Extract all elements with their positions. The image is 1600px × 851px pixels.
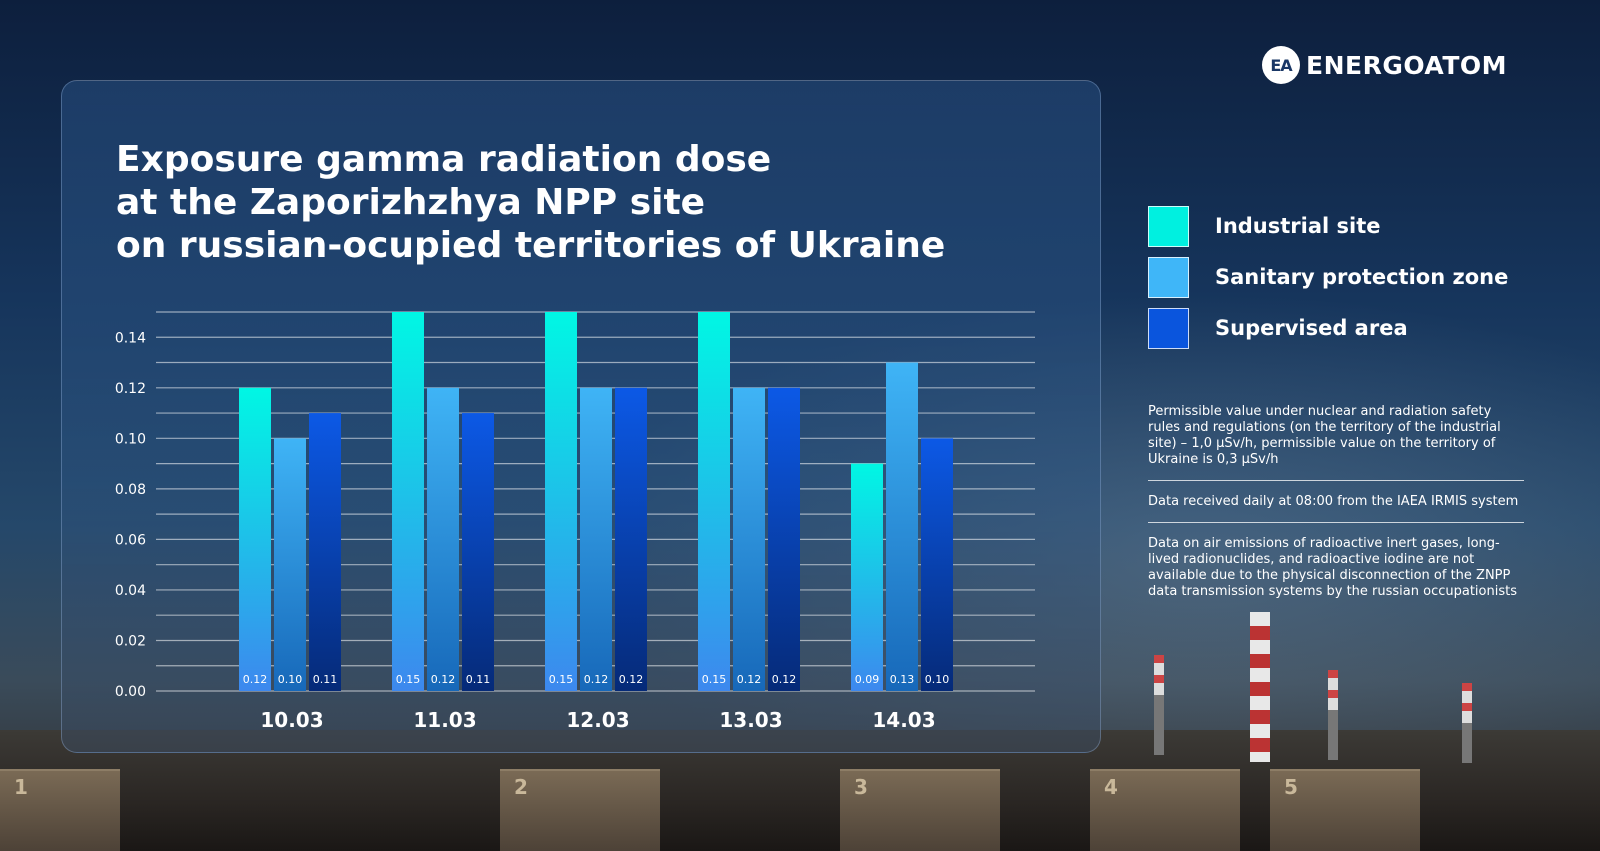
bar-value-label: 0.10 — [278, 673, 303, 686]
legend-label: Sanitary protection zone — [1215, 265, 1508, 289]
bar — [615, 388, 647, 691]
bar — [274, 438, 306, 691]
legend-swatch — [1148, 308, 1189, 349]
chart-legend: Industrial site Sanitary protection zone… — [1148, 204, 1508, 357]
x-category-label: 12.03 — [566, 708, 629, 732]
bar-value-label: 0.09 — [855, 673, 880, 686]
legend-label: Supervised area — [1215, 316, 1408, 340]
x-category-label: 11.03 — [413, 708, 476, 732]
y-tick-label: 0.00 — [115, 684, 146, 700]
bar — [733, 388, 765, 691]
legend-item-sanitary-protection-zone: Sanitary protection zone — [1148, 255, 1508, 299]
bar — [851, 464, 883, 691]
bar-value-label: 0.15 — [702, 673, 727, 686]
bar-value-label: 0.11 — [466, 673, 491, 686]
bar-value-label: 0.12 — [243, 673, 268, 686]
bar-value-label: 0.12 — [772, 673, 797, 686]
bar — [921, 438, 953, 691]
bar-value-label: 0.10 — [925, 673, 950, 686]
bar — [462, 413, 494, 691]
legend-swatch — [1148, 206, 1189, 247]
bar — [545, 312, 577, 691]
bar-value-label: 0.12 — [584, 673, 609, 686]
bar — [239, 388, 271, 691]
bar-value-label: 0.15 — [549, 673, 574, 686]
x-category-label: 10.03 — [260, 708, 323, 732]
bar — [427, 388, 459, 691]
note-air-emissions: Data on air emissions of radioactive ine… — [1148, 536, 1524, 612]
legend-label: Industrial site — [1215, 214, 1381, 238]
bar — [309, 413, 341, 691]
bar-value-label: 0.11 — [313, 673, 338, 686]
bar — [698, 312, 730, 691]
y-tick-label: 0.08 — [115, 482, 146, 498]
y-tick-label: 0.06 — [115, 532, 146, 548]
y-tick-label: 0.10 — [115, 431, 146, 447]
note-permissible-values: Permissible value under nuclear and radi… — [1148, 404, 1524, 481]
y-tick-label: 0.14 — [115, 330, 146, 346]
legend-item-supervised-area: Supervised area — [1148, 306, 1508, 350]
x-category-label: 13.03 — [719, 708, 782, 732]
y-tick-label: 0.04 — [115, 583, 146, 599]
bar-value-label: 0.12 — [737, 673, 762, 686]
bar — [392, 312, 424, 691]
bar-value-label: 0.12 — [431, 673, 456, 686]
bar-value-label: 0.12 — [619, 673, 644, 686]
bar — [580, 388, 612, 691]
bar-value-label: 0.13 — [890, 673, 915, 686]
notes-panel: Permissible value under nuclear and radi… — [1148, 404, 1524, 625]
bar-value-label: 0.15 — [396, 673, 421, 686]
note-data-source: Data received daily at 08:00 from the IA… — [1148, 494, 1524, 523]
legend-swatch — [1148, 257, 1189, 298]
bar — [886, 363, 918, 691]
x-category-label: 14.03 — [872, 708, 935, 732]
y-tick-label: 0.02 — [115, 633, 146, 649]
y-tick-label: 0.12 — [115, 381, 146, 397]
legend-item-industrial-site: Industrial site — [1148, 204, 1508, 248]
bar — [768, 388, 800, 691]
